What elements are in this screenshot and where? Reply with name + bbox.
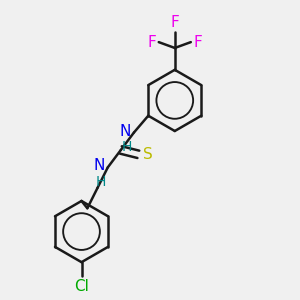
Text: F: F (170, 15, 179, 30)
Text: S: S (143, 147, 152, 162)
Text: N: N (93, 158, 105, 173)
Text: H: H (122, 140, 132, 154)
Text: F: F (148, 34, 156, 50)
Text: H: H (95, 175, 106, 189)
Text: N: N (120, 124, 131, 139)
Text: F: F (193, 34, 202, 50)
Text: Cl: Cl (74, 279, 89, 294)
